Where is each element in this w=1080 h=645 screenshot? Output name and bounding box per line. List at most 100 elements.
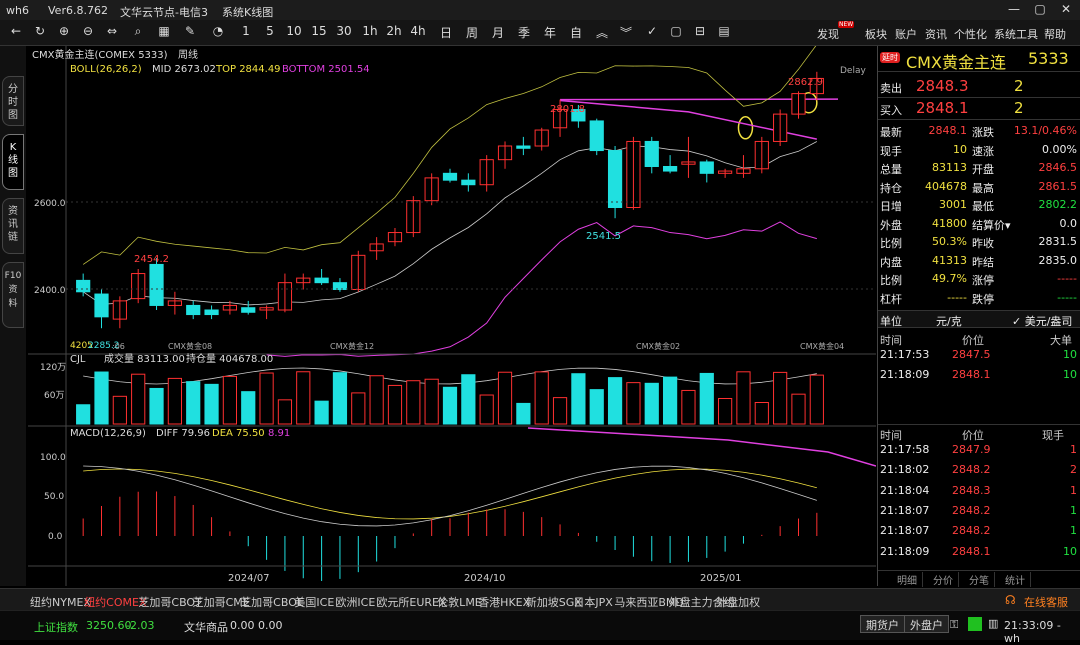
menu-news[interactable]: 资讯 [925,28,947,41]
kline-chart[interactable]: CMX黄金主连(COMEX 5333) 周线 BOLL(26,26,2) MID… [28,46,876,586]
search-icon[interactable]: ⌕ [134,24,142,38]
chart-period[interactable]: 周线 [178,48,198,61]
zoom-out-icon[interactable]: ⊖ [82,24,94,38]
menu-personalize[interactable]: 个性化 [954,28,987,41]
tab-detail[interactable]: 明细 [892,572,923,587]
chevron-down-icon[interactable]: ︾ [619,26,632,40]
instrument-name[interactable]: CMX黄金主连 [906,53,1006,72]
chart-symbol[interactable]: CMX黄金主连(COMEX 5333) [32,48,168,61]
volume-bar [186,381,201,425]
app-version: Ver6.8.762 [48,4,108,17]
market-tab[interactable]: 马来西亚BMD [614,596,684,609]
market-tab[interactable]: 日本JPX [573,596,613,609]
market-tab[interactable]: 欧元所EUREX [376,596,447,609]
check-icon[interactable]: ✓ [646,24,658,38]
index-name[interactable]: 上证指数 [34,621,78,634]
tab-f10[interactable]: F10 资 料 [2,262,24,328]
chevron-up-icon[interactable]: ︽ [595,26,608,40]
print-icon[interactable]: ▤ [718,24,730,38]
futures-account-button[interactable]: 期货户 [860,615,905,633]
tick-row[interactable]: 21:18:02 2848.2 2 [878,461,1080,479]
period-custom[interactable]: 自 [569,26,582,40]
market-tab[interactable]: 美国ICE [294,596,335,609]
period-15[interactable]: 15 [311,24,327,38]
period-1h[interactable]: 1h [362,24,378,38]
alert-icon[interactable]: ◔ [212,24,224,38]
tab-ticks[interactable]: 分笔 [964,572,995,587]
boll-title[interactable]: BOLL(26,26,2) [70,64,142,75]
period-month[interactable]: 月 [491,26,504,40]
market-tab[interactable]: 香港HKEX [478,596,531,609]
layout-icon[interactable]: ▦ [158,24,170,38]
tab-stats[interactable]: 统计 [1000,572,1031,587]
market-tab[interactable]: 芝加哥CBOE [240,596,304,609]
back-icon[interactable]: ← [10,24,22,38]
macd-title[interactable]: MACD(12,26,9) [70,428,146,439]
tick-row[interactable]: 21:18:04 2848.3 1 [878,482,1080,500]
tick-row[interactable]: 21:18:09 2848.1 10 [878,543,1080,561]
subtract-icon[interactable]: ⊟ [694,24,706,38]
market-tab[interactable]: 芝加哥CME [192,596,250,609]
lock-icon[interactable]: ⚿ [950,618,959,631]
menu-system-tools[interactable]: 系统工具 [994,28,1038,41]
tab-kline[interactable]: K 线 图 [2,134,24,190]
unit-row[interactable]: 单位 元/克 ✓ 美元/盎司 [878,310,1080,328]
market-tab[interactable]: 欧洲ICE [335,596,376,609]
zoom-in-icon[interactable]: ⊕ [58,24,70,38]
online-service[interactable]: 在线客服 [1024,596,1068,609]
headset-icon[interactable]: ☊ [1005,593,1016,607]
period-10[interactable]: 10 [286,24,302,38]
buy-row[interactable]: 买入 2848.1 2 [878,98,1080,120]
tab-timeshare[interactable]: 分 时 图 [2,76,24,126]
period-year[interactable]: 年 [543,26,556,40]
cjl-title[interactable]: CJL [70,354,86,365]
tab-price-dist[interactable]: 分价 [928,572,959,587]
server-node[interactable]: 文华云节点-电信3 [120,6,208,19]
unit-value[interactable]: 元/克 [936,315,962,328]
draw-icon[interactable]: ✎ [184,24,196,38]
period-4h[interactable]: 4h [410,24,426,38]
period-30[interactable]: 30 [336,24,352,38]
volume-bar [112,395,127,425]
period-quarter[interactable]: 季 [517,26,530,40]
unit-usd-oz[interactable]: ✓ 美元/盎司 [1012,315,1073,328]
minimize-icon[interactable]: — [1008,2,1020,16]
close-icon[interactable]: ✕ [1060,2,1072,16]
period-5[interactable]: 5 [266,24,274,38]
period-1[interactable]: 1 [242,24,250,38]
period-day[interactable]: 日 [439,26,452,40]
volume-bar [497,371,513,425]
scale-icon[interactable]: ⇔ [106,24,118,38]
tick-row[interactable]: 21:18:07 2848.2 1 [878,502,1080,520]
sell-row[interactable]: 卖出 2848.3 2 [878,76,1080,98]
big-head-qty: 大单 [1050,334,1072,347]
quote-label-2[interactable]: 结算价▾ [972,218,1011,232]
chart-area[interactable]: CMX黄金主连(COMEX 5333) 周线 BOLL(26,26,2) MID… [28,46,876,586]
market-tab[interactable]: 新加坡SGX [525,596,582,609]
big-order-row[interactable]: 21:18:09 2848.1 10 [878,366,1080,384]
menu-discover[interactable]: 发现 [817,28,839,41]
tick-qty: 10 [1063,544,1077,558]
market-tab[interactable]: 外盘加权 [716,596,761,609]
menu-help[interactable]: 帮助 [1044,28,1066,41]
tick-row[interactable]: 21:18:07 2848.2 1 [878,522,1080,540]
box-icon[interactable]: ▢ [670,24,682,38]
period-2h[interactable]: 2h [386,24,402,38]
big-order-row[interactable]: 21:17:53 2847.5 10 [878,346,1080,364]
refresh-icon[interactable]: ↻ [34,24,46,38]
grid-icon[interactable]: ▥ [988,617,999,630]
maximize-icon[interactable]: ▢ [1034,2,1046,16]
market-tab[interactable]: 伦敦LME [437,596,482,609]
market-tab[interactable]: 纽约COMEX [84,596,147,609]
period-week[interactable]: 周 [465,26,478,40]
commodity-name[interactable]: 文华商品 [184,621,228,634]
tick-row[interactable]: 21:17:58 2847.9 1 [878,441,1080,459]
menu-account[interactable]: 账户 [895,28,917,41]
tab-news-chain[interactable]: 资 讯 链 [2,198,24,254]
foreign-account-button[interactable]: 外盘户 [904,615,949,633]
market-tab[interactable]: 纽约NYMEX [30,596,91,609]
market-tab[interactable]: 芝加哥CBOT [138,596,202,609]
market-tab[interactable]: 外盘主力合约 [668,596,735,609]
menu-sector[interactable]: 板块 [865,28,887,41]
quote-row: 内盘 41313 昨结 2835.0 [878,252,1080,270]
